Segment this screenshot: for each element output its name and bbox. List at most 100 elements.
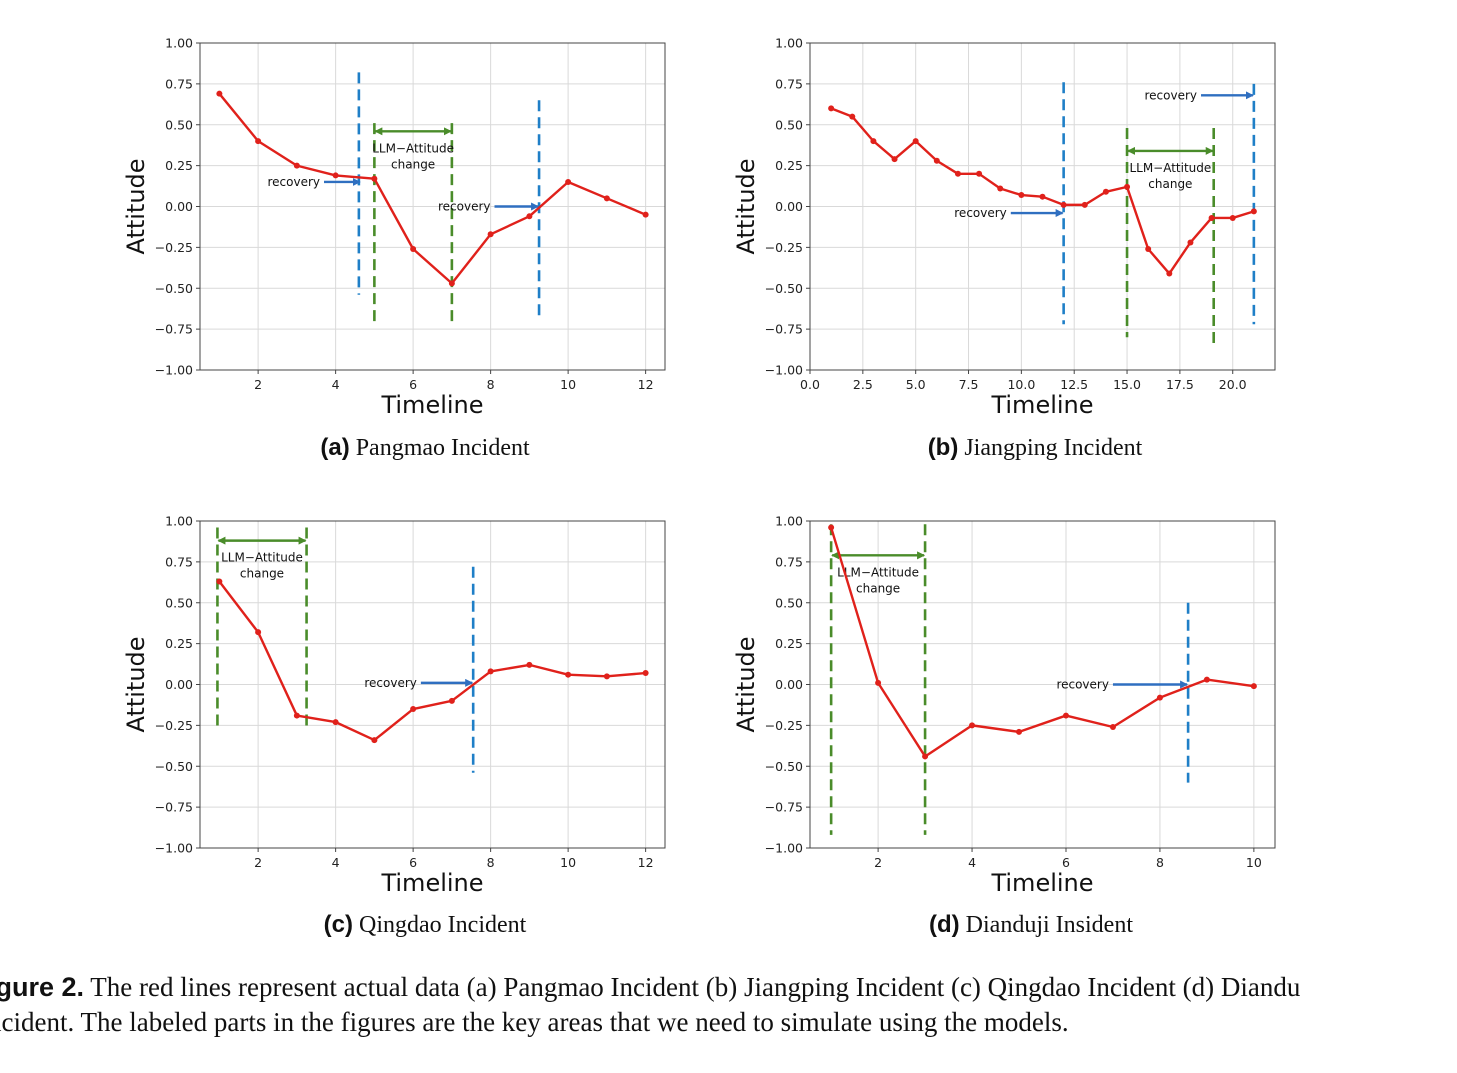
chart-b-data-point	[997, 185, 1004, 192]
chart-a-grid	[200, 42, 665, 371]
chart-a-data-point	[332, 172, 339, 179]
chart-a-annotation-label: recovery	[267, 175, 320, 189]
chart-b-ytick-label: 0.50	[775, 117, 803, 132]
chart-b-data-point	[1102, 188, 1109, 195]
chart-c-data-point	[603, 673, 610, 680]
chart-b-ytick-label: −1.00	[765, 363, 803, 378]
chart-d-data-point	[969, 722, 976, 729]
chart-a-xtick-label: 2	[254, 377, 262, 392]
chart-c-xtick-label: 6	[409, 855, 417, 870]
chart-a-data-point	[448, 280, 455, 287]
chart-b-yaxis-label: Attitude	[732, 158, 760, 254]
subcaption-b-label: (b)	[927, 434, 959, 461]
chart-a-data-point	[255, 138, 262, 145]
chart-b-data-point	[828, 105, 835, 112]
chart-b-data-point	[1250, 208, 1257, 215]
chart-c-xtick-label: 8	[487, 855, 495, 870]
chart-a-span-label: change	[391, 157, 435, 171]
chart-a-series-line	[218, 92, 647, 285]
chart-b-data-point	[1166, 270, 1173, 277]
chart-d-ytick-label: 1.00	[775, 514, 803, 529]
chart-b-xaxis-label: Timeline	[990, 391, 1093, 419]
chart-b-ytick-label: 1.00	[775, 36, 803, 51]
chart-d-xtick-label: 8	[1156, 855, 1164, 870]
subcaption-d: (d) Dianduji Insident	[929, 911, 1133, 939]
chart-c-data-point	[293, 712, 300, 719]
caption-line-1: igure 2. The red lines represent actual …	[0, 970, 1457, 1005]
chart-b-data-point	[1060, 201, 1067, 208]
chart-b-data-point	[1187, 239, 1194, 246]
chart-d-yaxis-label: Attitude	[732, 636, 760, 732]
chart-c-span-label: LLM−Attitude	[221, 551, 303, 565]
chart-c-ytick-label: 0.50	[165, 595, 193, 610]
chart-a-yaxis-label: Attitude	[122, 158, 150, 254]
chart-b-data-point	[933, 157, 940, 164]
chart-c-xtick-label: 4	[332, 855, 340, 870]
chart-panel-b: 0.0 2.5 5.0 7.5 10.0 12.5 15.0 17.5 20.0 −1.00 −0.…	[720, 22, 1300, 422]
chart-panel-d: 2 4 6 8 10 −1.00 −0.75 −0.50 −0.25 0.00 0.25 0.50 0.…	[720, 500, 1300, 900]
subcaption-c-text: Qingdao Incident	[359, 912, 527, 938]
chart-d-data-point	[1250, 683, 1257, 690]
chart-c-ytick-label: 1.00	[165, 514, 193, 529]
chart-b-xtick-label: 17.5	[1166, 377, 1194, 392]
chart-b-ytick-label: −0.75	[765, 322, 803, 337]
chart-a-ytick-label: −0.75	[155, 322, 193, 337]
subcaption-b-text: Jiangping Incident	[964, 435, 1143, 461]
chart-c-series-line	[218, 580, 646, 742]
chart-d-data-point	[1062, 712, 1069, 719]
chart-b-xtick-label: 20.0	[1219, 377, 1247, 392]
subcaption-b: (b) Jiangping Incident	[928, 434, 1143, 462]
chart-a-ytick-label: 0.00	[165, 199, 193, 214]
chart-b-data-point	[912, 138, 919, 145]
chart-a-xtick-label: 8	[487, 377, 495, 392]
chart-d-ytick-label: 0.50	[775, 595, 803, 610]
chart-d-data-point	[922, 753, 929, 760]
chart-b-xtick-label: 5.0	[906, 377, 926, 392]
chart-d-xtick-label: 2	[874, 855, 882, 870]
chart-b-data-point	[954, 170, 961, 177]
chart-c-data-point	[332, 719, 339, 726]
chart-b-ytick-label: 0.00	[775, 199, 803, 214]
chart-a-xtick-label: 4	[332, 377, 340, 392]
chart-c-xtick-label: 10	[560, 855, 576, 870]
chart-a-ytick-label: 0.25	[165, 158, 193, 173]
chart-a-annotation-label: recovery	[438, 200, 491, 214]
chart-c-data-point	[448, 697, 455, 704]
chart-c-ytick-label: 0.00	[165, 677, 193, 692]
chart-a-xtick-label: 6	[409, 377, 417, 392]
chart-b-data-point	[1145, 246, 1152, 253]
subcaption-d-label: (d)	[929, 911, 960, 938]
chart-d-data-point	[828, 524, 835, 531]
chart-b-data-point	[976, 170, 983, 177]
chart-c-ytick-label: −0.25	[155, 718, 193, 733]
subcaption-c: (c) Qingdao Incident	[324, 911, 527, 939]
chart-c-ytick-label: 0.75	[165, 554, 193, 569]
chart-a-ytick-label: −1.00	[155, 363, 193, 378]
chart-c-data-point	[410, 706, 417, 713]
chart-c-ytick-label: −1.00	[155, 841, 193, 856]
chart-c-data-point	[526, 661, 533, 668]
chart-b-ytick-label: −0.50	[765, 281, 803, 296]
chart-d-series-line	[829, 527, 1255, 758]
chart-c-ytick-label: 0.25	[165, 636, 193, 651]
chart-b-data-point	[1229, 214, 1236, 221]
chart-b-xtick-label: 10.0	[1007, 377, 1035, 392]
chart-b-xtick-label: 15.0	[1113, 377, 1141, 392]
chart-b-data-point	[1018, 192, 1025, 199]
chart-d-xtick-label: 6	[1062, 855, 1070, 870]
chart-a-ytick-label: 1.00	[165, 36, 193, 51]
chart-c-data-point	[216, 578, 223, 585]
chart-d-data-point	[1016, 728, 1023, 735]
chart-b-svg: 0.0 2.5 5.0 7.5 10.0 12.5 15.0 17.5 20.0 −1.00 −0.…	[732, 36, 1276, 419]
chart-d-svg: 2 4 6 8 10 −1.00 −0.75 −0.50 −0.25 0.00 0.25 0.50 0.…	[732, 514, 1276, 897]
chart-a-svg: 2 4 6 8 10 12 −1.00 −0.75 −0.50 −0.25 0.00 0.25 0.50…	[122, 36, 666, 419]
chart-c-annotation-label: recovery	[364, 676, 417, 690]
chart-c-xaxis-label: Timeline	[380, 869, 483, 897]
chart-panel-a: 2 4 6 8 10 12 −1.00 −0.75 −0.50 −0.25 0.00 0.25 0.50…	[110, 22, 690, 422]
chart-d-data-point	[1203, 676, 1210, 683]
chart-d-span-label: LLM−Attitude	[837, 565, 919, 579]
chart-d-xaxis-label: Timeline	[990, 869, 1093, 897]
chart-a-data-point	[216, 90, 223, 97]
chart-b-ytick-label: −0.25	[765, 240, 803, 255]
chart-b-annotation-label: recovery	[1145, 88, 1198, 102]
